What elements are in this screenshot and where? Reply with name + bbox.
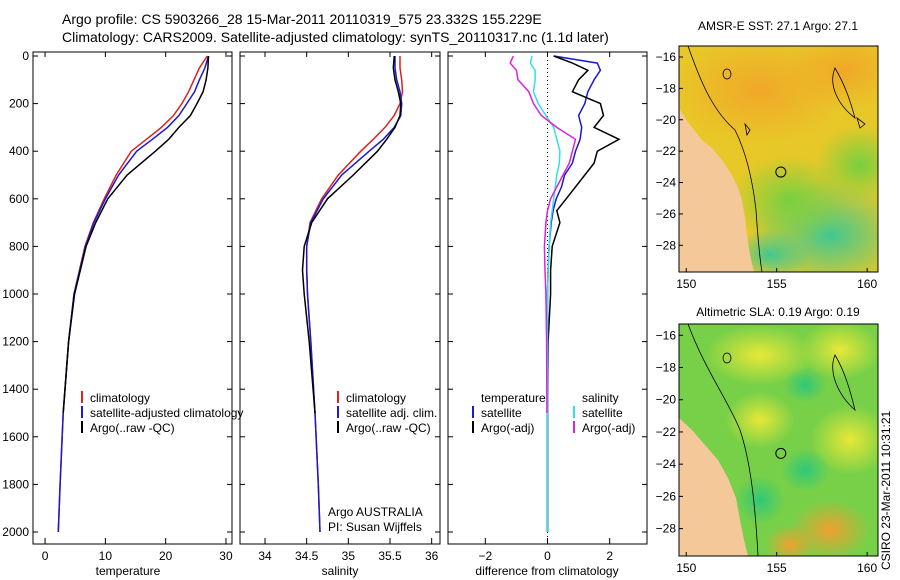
- salinity-legend-climatology: climatology: [346, 391, 406, 405]
- temperature-xtick-label: 10: [99, 549, 113, 563]
- float-program-annotation: Argo AUSTRALIA: [328, 505, 423, 519]
- temperature-axes-frame: [32, 51, 233, 545]
- sst-map-profile-marker: [775, 166, 787, 178]
- sla-map-title: Altimetric SLA: 0.19 Argo: 0.19: [696, 305, 860, 319]
- sla-map-xtick-label: 160: [857, 561, 877, 575]
- difference-line-temperature-argo-adj: [546, 55, 621, 532]
- depth-tick-label: 400: [9, 144, 29, 158]
- salinity-line-satellite-adj-clim: [305, 56, 403, 533]
- temperature-legend-argo: Argo(..raw -QC): [90, 421, 175, 435]
- salinity-legend-argo: Argo(..raw -QC): [346, 421, 431, 435]
- difference-line-temperature-satellite: [546, 55, 602, 532]
- difference-legend-sal-argo: Argo(-adj): [582, 421, 635, 435]
- difference-panel: −2 0 2 difference from climatology tempera…: [447, 51, 648, 578]
- temperature-legend: climatology satellite-adjusted climatolo…: [81, 391, 243, 435]
- temperature-xtick-label: 20: [159, 549, 173, 563]
- sst-map-field: [679, 46, 878, 272]
- depth-tick-label: 800: [9, 239, 29, 253]
- depth-tick-label: 1200: [2, 335, 29, 349]
- salinity-xtick-label: 34.5: [295, 549, 319, 563]
- depth-tick-label: 1400: [2, 382, 29, 396]
- sla-map-ytick-label: −28: [656, 522, 677, 536]
- difference-legend-temp-argo: Argo(-adj): [481, 421, 534, 435]
- temperature-series-lines: [57, 55, 210, 533]
- salinity-xtick-label: 35: [342, 549, 356, 563]
- sst-map-ytick-label: −28: [656, 238, 677, 252]
- sla-map-ytick-label: −26: [656, 489, 677, 503]
- depth-tick-label: 2000: [2, 525, 29, 539]
- temperature-line-climatology: [57, 55, 208, 533]
- difference-legend-salinity-title: salinity: [582, 391, 619, 405]
- sst-map-ytick-label: −18: [656, 81, 677, 95]
- difference-legend-sal-satellite: satellite: [582, 406, 623, 420]
- difference-xtick-label: 2: [606, 549, 613, 563]
- difference-xlabel: difference from climatology: [475, 564, 618, 578]
- difference-line-salinity-argo-adj: [509, 55, 577, 414]
- sst-map-xtick-label: 155: [767, 277, 787, 291]
- sst-map-frame: [678, 45, 879, 273]
- sst-map-xtick-label: 150: [676, 277, 696, 291]
- salinity-panel: 34 34.5 35 35.5 36 salinity climatology sate…: [239, 51, 441, 578]
- salinity-xtick-label: 34: [258, 549, 272, 563]
- salinity-legend: climatology satellite adj. clim. Argo(..…: [337, 391, 437, 435]
- sst-map-ytick-label: −22: [656, 144, 677, 158]
- temperature-line-argo-raw-qc: [62, 55, 210, 414]
- difference-legend: temperature satellite Argo(-adj) salinit…: [472, 391, 635, 435]
- sla-map-ytick-label: −24: [656, 457, 677, 471]
- temperature-xtick-label: 0: [42, 549, 49, 563]
- figure-title-line2: Climatology: CARS2009. Satellite-adjuste…: [62, 29, 609, 45]
- salinity-axes-frame: [239, 51, 441, 545]
- salinity-line-climatology: [305, 56, 404, 533]
- sla-map-xtick-label: 150: [676, 561, 696, 575]
- sla-map-ytick-label: −18: [656, 361, 677, 375]
- difference-legend-temp-satellite: satellite: [481, 406, 522, 420]
- sla-map-land-australia: [679, 324, 748, 556]
- sla-map-ytick-label: −20: [656, 393, 677, 407]
- salinity-line-argo-raw-qc: [301, 55, 402, 414]
- depth-tick-label: 600: [9, 192, 29, 206]
- depth-tick-label: 1800: [2, 477, 29, 491]
- sst-map-panel: AMSR-E SST: 27.1 Argo: 27.1 150 155 160 −1…: [656, 19, 879, 291]
- salinity-xtick-label: 36: [425, 549, 439, 563]
- difference-series-lines: [509, 55, 621, 532]
- sla-map-frame: [678, 323, 879, 557]
- depth-tick-label: 1000: [2, 287, 29, 301]
- temperature-legend-satellite: satellite-adjusted climatology: [90, 406, 243, 420]
- sla-map-xtick-label: 155: [767, 561, 787, 575]
- sla-map-profile-marker: [775, 447, 787, 459]
- sst-map-land-australia: [679, 46, 754, 272]
- temperature-xtick-label: 30: [219, 549, 233, 563]
- sst-map-title: AMSR-E SST: 27.1 Argo: 27.1: [698, 19, 858, 33]
- salinity-xlabel: salinity: [322, 564, 359, 578]
- sst-map-ytick-label: −26: [656, 207, 677, 221]
- sla-map-ytick-label: −22: [656, 425, 677, 439]
- sst-map-ytick-label: −16: [656, 50, 677, 64]
- difference-line-salinity-satellite: [529, 55, 561, 532]
- sla-map-ytick-label: −16: [656, 328, 677, 342]
- sst-map-ytick-label: −24: [656, 176, 677, 190]
- salinity-legend-satellite: satellite adj. clim.: [346, 406, 437, 420]
- difference-xtick-label: 0: [544, 549, 551, 563]
- temperature-xlabel: temperature: [96, 564, 161, 578]
- temperature-legend-climatology: climatology: [90, 391, 150, 405]
- sst-map-xtick-label: 160: [857, 277, 877, 291]
- difference-xtick-label: −2: [478, 549, 492, 563]
- salinity-xtick-label: 35.5: [378, 549, 402, 563]
- temperature-panel: 0 10 20 30 02004006008001000120014001600180…: [2, 49, 647, 578]
- temperature-line-satellite-adjusted-climatology: [57, 55, 210, 533]
- credit-timestamp: CSIRO 23-Mar-2011 10:31:21: [879, 410, 893, 570]
- depth-tick-label: 200: [9, 97, 29, 111]
- difference-legend-temperature-title: temperature: [481, 391, 546, 405]
- depth-tick-label: 0: [22, 49, 29, 63]
- sla-map-panel: Altimetric SLA: 0.19 Argo: 0.19 150 155 16…: [656, 305, 879, 575]
- sla-map-field: [679, 324, 878, 556]
- sst-map-ytick-label: −20: [656, 113, 677, 127]
- depth-tick-label: 1600: [2, 430, 29, 444]
- float-pi-annotation: PI: Susan Wijffels: [328, 520, 422, 534]
- figure-title-line1: Argo profile: CS 5903266_28 15-Mar-2011 …: [62, 11, 542, 27]
- salinity-series-lines: [301, 55, 404, 533]
